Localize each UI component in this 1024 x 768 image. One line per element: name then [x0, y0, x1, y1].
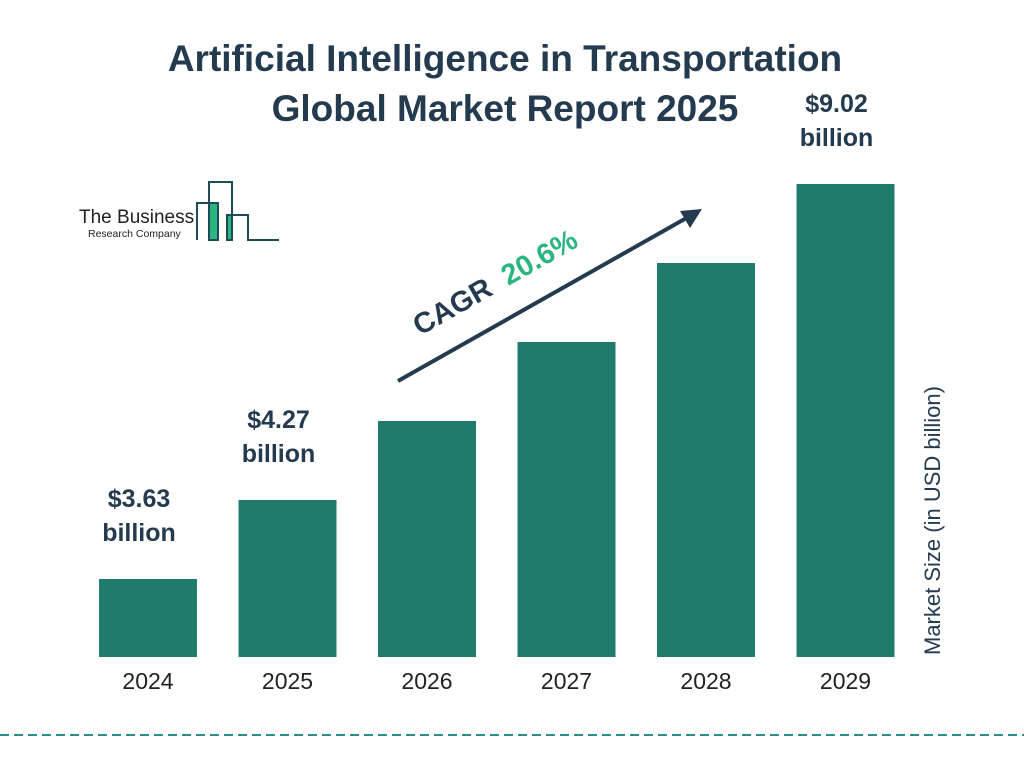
bar-2029: [796, 184, 895, 657]
bar-2025: [238, 500, 337, 657]
x-tick-label: 2025: [262, 668, 313, 694]
cagr-arrow-line: [397, 214, 691, 383]
x-tick-label: 2027: [541, 668, 592, 694]
bar-2028: [657, 263, 755, 657]
data-label: $4.27: [247, 406, 310, 434]
x-tick-label: 2028: [680, 668, 731, 694]
data-label: billion: [102, 519, 176, 547]
x-tick-label: 2024: [122, 668, 173, 694]
logo-bar-2: [228, 216, 233, 240]
cagr-arrow-head-icon: [680, 209, 702, 228]
bar-2026: [378, 421, 476, 657]
logo: The Business Research Company: [79, 181, 279, 241]
logo-line-1: The Business: [79, 207, 194, 228]
title-line-2: Global Market Report 2025: [271, 88, 739, 129]
title-line-1: Artificial Intelligence in Transportatio…: [167, 38, 843, 79]
bar-2027: [517, 342, 616, 657]
data-label: billion: [242, 440, 316, 468]
logo-bar-1: [209, 203, 218, 240]
y-axis-label: Market Size (in USD billion): [920, 386, 945, 655]
logo-line-2: Research Company: [88, 228, 182, 240]
bar-2024: [99, 579, 197, 657]
x-tick-label: 2029: [820, 668, 871, 694]
x-tick-label: 2026: [401, 668, 452, 694]
data-label: billion: [800, 124, 874, 152]
logo-buildings-icon: [196, 181, 279, 241]
chart-title: Artificial Intelligence in Transportatio…: [0, 34, 1010, 134]
data-label: $3.63: [108, 485, 171, 513]
data-label: $9.02: [805, 90, 868, 118]
